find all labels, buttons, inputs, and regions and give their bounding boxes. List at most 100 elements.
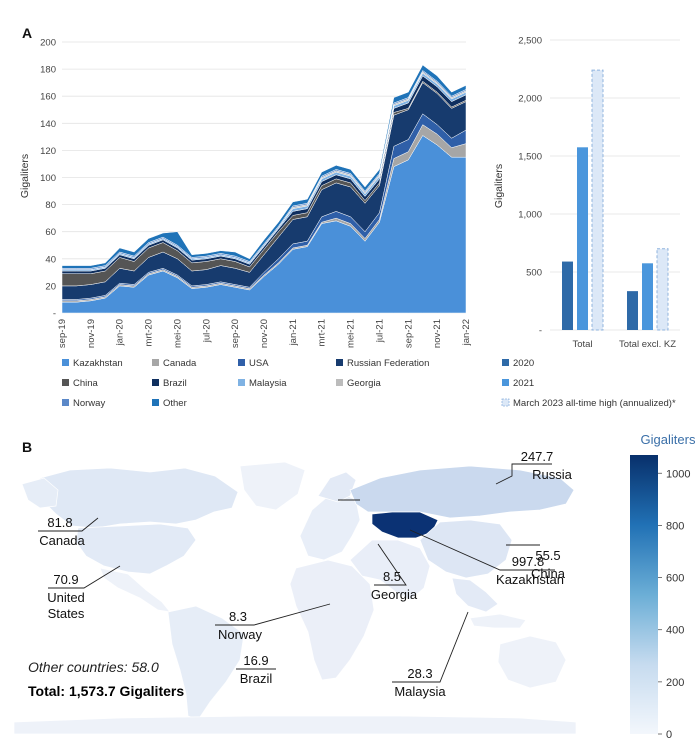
area-y-tick-label: 80 <box>45 200 56 211</box>
area-x-tick-label: nov-21 <box>432 319 443 348</box>
legend-swatch <box>502 359 509 366</box>
bar-y-axis-title: Gigaliters <box>493 164 505 208</box>
legend-label: Canada <box>163 358 197 369</box>
value-united-states: 70.9 <box>53 572 78 587</box>
value-georgia: 8.5 <box>383 569 401 584</box>
colorbar-tick-label: 0 <box>666 729 672 741</box>
map-shape-kazakhstan <box>371 511 439 539</box>
value-canada: 81.8 <box>47 515 72 530</box>
map-shape-antarctica <box>13 715 577 735</box>
map-shape-russia <box>349 465 575 519</box>
name-malaysia: Malaysia <box>394 684 446 699</box>
bar-x-tick-label: Total <box>572 339 592 350</box>
area-x-tick-label: jan-21 <box>288 319 299 346</box>
area-y-tick-label: 200 <box>40 38 56 49</box>
name-canada: Canada <box>39 533 85 548</box>
legend-label: USA <box>249 358 269 369</box>
bar-chart: - 500 1,000 1,500 2,000 2,500 Total Total excl… <box>493 36 680 350</box>
area-x-tick-label: jan-22 <box>461 319 472 346</box>
bar-y-tick-label: 2,000 <box>518 94 542 105</box>
name-kazakhstan: Kazakhstan <box>496 572 564 587</box>
legend-label: China <box>73 378 99 389</box>
colorbar-tick-label: 400 <box>666 625 684 637</box>
legend-swatch <box>62 359 69 366</box>
area-x-tick-label: nov-20 <box>259 319 270 348</box>
legend-swatch <box>152 399 159 406</box>
map-shape-greenland <box>239 461 306 511</box>
legend-label: Other <box>163 398 187 409</box>
callout-line-united-states <box>48 565 121 589</box>
callout-line-norway <box>215 603 331 626</box>
world-map: 247.7 Russia 81.8 Canada 8.3 Norway 55.5… <box>13 449 577 735</box>
map-shape-south-america <box>167 605 245 721</box>
callout-lines <box>38 463 555 683</box>
panel-label-a: A <box>22 25 32 41</box>
map-shape-china <box>419 519 513 579</box>
colorbar-tick-label: 600 <box>666 573 684 585</box>
area-x-tick-label: mei-21 <box>346 319 357 348</box>
legend-swatch <box>152 379 159 386</box>
bar-y-tick-label: 2,500 <box>518 36 542 47</box>
bar-y-ticks: - 500 1,000 1,500 2,000 2,500 <box>518 36 542 337</box>
callout-line-canada <box>38 517 99 532</box>
legend-label: Georgia <box>347 378 382 389</box>
area-x-tick-label: jan-20 <box>115 319 126 346</box>
value-norway: 8.3 <box>229 609 247 624</box>
bar-total-1 <box>577 147 588 330</box>
area-y-tick-label: 60 <box>45 227 56 238</box>
value-malaysia: 28.3 <box>407 666 432 681</box>
bar-total-excl-kz-0 <box>627 291 638 330</box>
area-y-tick-label: 120 <box>40 146 56 157</box>
legend-label: Malaysia <box>249 378 287 389</box>
colorbar-title: Gigaliters <box>641 432 696 447</box>
area-x-tick-label: jul-21 <box>374 319 385 343</box>
value-brazil: 16.9 <box>243 653 268 668</box>
name-united-states-line1: United <box>47 590 85 605</box>
area-y-tick-label: 180 <box>40 65 56 76</box>
bar-y-tick-label: 1,000 <box>518 210 542 221</box>
legend-swatch <box>152 359 159 366</box>
bar-y-tick-label: 500 <box>526 268 542 279</box>
area-y-ticks: - 20 40 60 80 100 120 140 160 180 200 <box>40 38 56 320</box>
map-shape-united-states <box>75 523 197 575</box>
map-shape-canada <box>39 467 239 529</box>
area-x-tick-label: jul-20 <box>201 319 212 343</box>
map-shape-southeast-asia <box>451 577 499 613</box>
area-x-tick-label: sep-21 <box>403 319 414 348</box>
panel-label-b: B <box>22 439 32 455</box>
callout-line-georgia <box>374 543 407 586</box>
callout-line-malaysia <box>392 611 469 683</box>
stacked-area-chart: - 20 40 60 80 100 120 140 160 180 200 sep-19 nov-19… <box>19 38 472 349</box>
area-x-tick-label: mrt-21 <box>317 319 328 346</box>
bar-y-tick-label: - <box>539 326 542 337</box>
legend-label: Brazil <box>163 378 187 389</box>
map-shape-europe <box>299 493 361 561</box>
legend-swatch <box>62 399 69 406</box>
legend-swatch <box>502 379 509 386</box>
name-russia: Russia <box>532 467 573 482</box>
area-y-tick-label: 140 <box>40 119 56 130</box>
legend-swatch <box>238 379 245 386</box>
callout-line-kazakhstan <box>409 529 555 571</box>
value-kazakhstan: 997.8 <box>512 554 545 569</box>
name-norway: Norway <box>218 627 263 642</box>
legend-label: Kazakhstan <box>73 358 123 369</box>
area-y-tick-label: 160 <box>40 92 56 103</box>
bar-rects <box>562 69 669 331</box>
legend-swatch <box>501 398 510 407</box>
area-y-axis-title: Gigaliters <box>19 154 31 198</box>
area-x-tick-label: nov-19 <box>86 319 97 348</box>
bar-total-excl-kz-2 <box>656 248 669 331</box>
area-x-tick-label: mrt-20 <box>144 319 155 346</box>
bar-total-0 <box>562 261 573 330</box>
total-note: Total: 1,573.7 Gigaliters <box>28 683 184 699</box>
bar-x-ticks: Total Total excl. KZ <box>572 339 676 350</box>
area-y-tick-label: 40 <box>45 254 56 265</box>
value-china: 55.5 <box>535 548 560 563</box>
map-shape-central-america <box>99 567 171 613</box>
area-y-tick-label: 20 <box>45 281 56 292</box>
area-x-tick-label: mei-20 <box>172 319 183 348</box>
colorbar-tick-label: 1000 <box>666 468 690 480</box>
area-y-tick-label: 100 <box>40 173 56 184</box>
legend-label: Norway <box>73 398 105 409</box>
